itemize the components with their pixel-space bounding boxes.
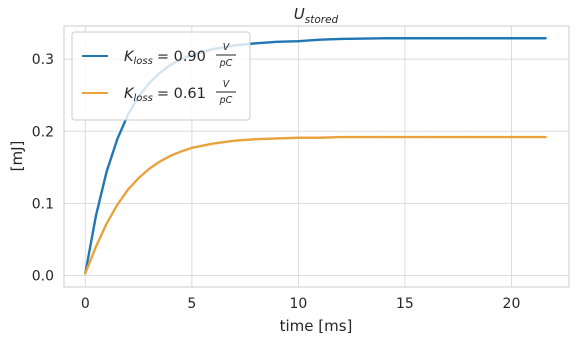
legend-unit-num-series-2: V <box>223 79 231 90</box>
y-tick-label: 0.0 <box>32 268 54 284</box>
legend-unit-num-series-1: V <box>223 42 231 53</box>
legend-label-series-2: Kloss = 0.61 <box>124 86 206 104</box>
series-1-point <box>425 37 428 40</box>
series-2-point <box>233 139 236 142</box>
legend-label-series-1: Kloss = 0.90 <box>124 49 206 67</box>
legend-var-series-1: K <box>124 49 135 65</box>
y-tick-label: 0.3 <box>32 52 54 68</box>
y-tick-label: 0.2 <box>32 124 54 140</box>
series-2-point <box>148 167 151 170</box>
series-1-point <box>467 37 470 40</box>
series-2-point <box>84 272 87 275</box>
legend-var-series-2: K <box>124 86 135 102</box>
series-2-point <box>190 146 193 149</box>
series-2-point <box>254 138 257 141</box>
y-axis-label: [mJ] <box>8 141 26 172</box>
x-tick-label: 10 <box>289 296 307 312</box>
chart-title: Ustored <box>294 5 339 26</box>
legend-value-series-2: = 0.61 <box>157 86 206 102</box>
series-2-point <box>94 245 98 248</box>
legend-unit-den-series-2: pC <box>219 95 233 106</box>
series-1-point <box>94 214 98 217</box>
series-2-point <box>382 135 385 139</box>
tick-layer: 0 5 10 15 20 0.0 0.1 0.2 0.3 <box>32 52 521 312</box>
series-1-point <box>275 40 279 43</box>
series-1-point <box>254 42 257 45</box>
series-2-point <box>297 136 300 139</box>
x-tick-label: 0 <box>81 296 90 312</box>
series-1-point <box>318 38 321 41</box>
series-1-point <box>544 37 547 40</box>
legend-sub-series-1: loss <box>134 56 153 67</box>
series-1-point <box>382 37 385 40</box>
series-line-2 <box>84 135 547 275</box>
series-2-point <box>126 188 130 191</box>
series-2-point <box>116 203 119 206</box>
series-2-point <box>318 136 321 139</box>
series-2-point <box>169 154 172 157</box>
axes-frame <box>63 25 570 288</box>
legend: Kloss = 0.90 V pC Kloss = 0.61 V pC <box>71 31 251 121</box>
x-tick-label: 5 <box>187 296 196 312</box>
x-tick-label: 20 <box>503 296 521 312</box>
series-1-point <box>510 37 513 40</box>
legend-box <box>71 31 251 121</box>
series-2-point <box>544 135 547 139</box>
legend-unit-den-series-1: pC <box>219 58 233 69</box>
x-tick-label: 15 <box>396 296 414 312</box>
y-tick-label: 0.1 <box>32 196 54 212</box>
series-2-point <box>425 135 428 139</box>
series-1-point <box>339 37 343 41</box>
series-2-point <box>467 135 470 139</box>
series-1-point <box>297 40 300 43</box>
legend-sub-series-2: loss <box>134 93 153 104</box>
series-2-point <box>510 135 513 139</box>
legend-value-series-1: = 0.90 <box>157 49 206 65</box>
chart-title-main: U <box>294 5 305 23</box>
series-1-point <box>116 138 119 141</box>
series-2-point <box>105 222 108 225</box>
series-2-point <box>339 135 343 139</box>
chart-title-sub: stored <box>305 14 339 26</box>
x-axis-label: time [ms] <box>280 317 353 335</box>
series-2-point <box>275 137 279 140</box>
series-2-point <box>180 150 183 153</box>
series-2-point <box>158 160 161 163</box>
series-2-point <box>212 142 215 145</box>
series-2-point <box>137 177 140 180</box>
series-1-point <box>105 170 108 173</box>
